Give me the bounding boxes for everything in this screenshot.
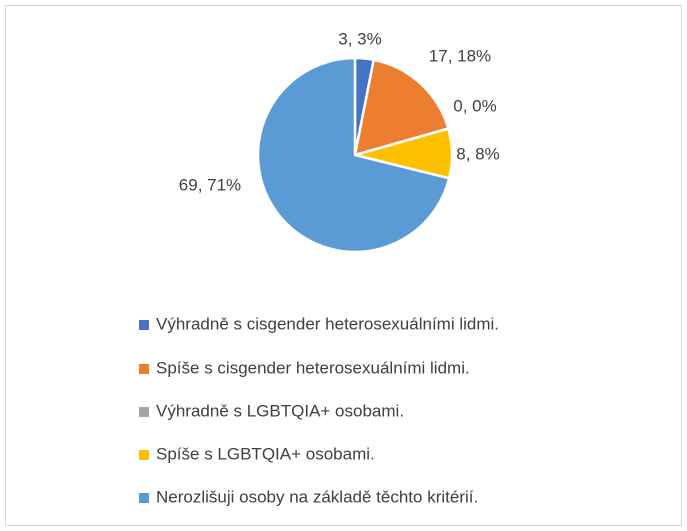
data-label: 3, 3%: [338, 29, 381, 48]
legend-swatch: [139, 320, 149, 330]
legend-swatch: [139, 407, 149, 417]
legend-label: Nerozlišuji osoby na základě těchto krit…: [156, 487, 478, 506]
legend-swatch: [139, 364, 149, 374]
legend-label: Výhradně s LGBTQIA+ osobami.: [156, 401, 404, 420]
legend-label: Spíše s LGBTQIA+ osobami.: [156, 444, 375, 463]
data-label: 0, 0%: [453, 96, 496, 115]
legend-swatch: [139, 450, 149, 460]
legend-label: Výhradně s cisgender heterosexuálními li…: [156, 314, 499, 333]
legend-label: Spíše s cisgender heterosexuálními lidmi…: [156, 358, 470, 377]
data-label: 69, 71%: [179, 175, 241, 194]
data-label: 17, 18%: [429, 46, 491, 65]
data-label: 8, 8%: [456, 144, 499, 163]
pie-slice: [353, 58, 450, 157]
legend-swatch: [139, 493, 149, 503]
pie-slice: [256, 56, 451, 254]
